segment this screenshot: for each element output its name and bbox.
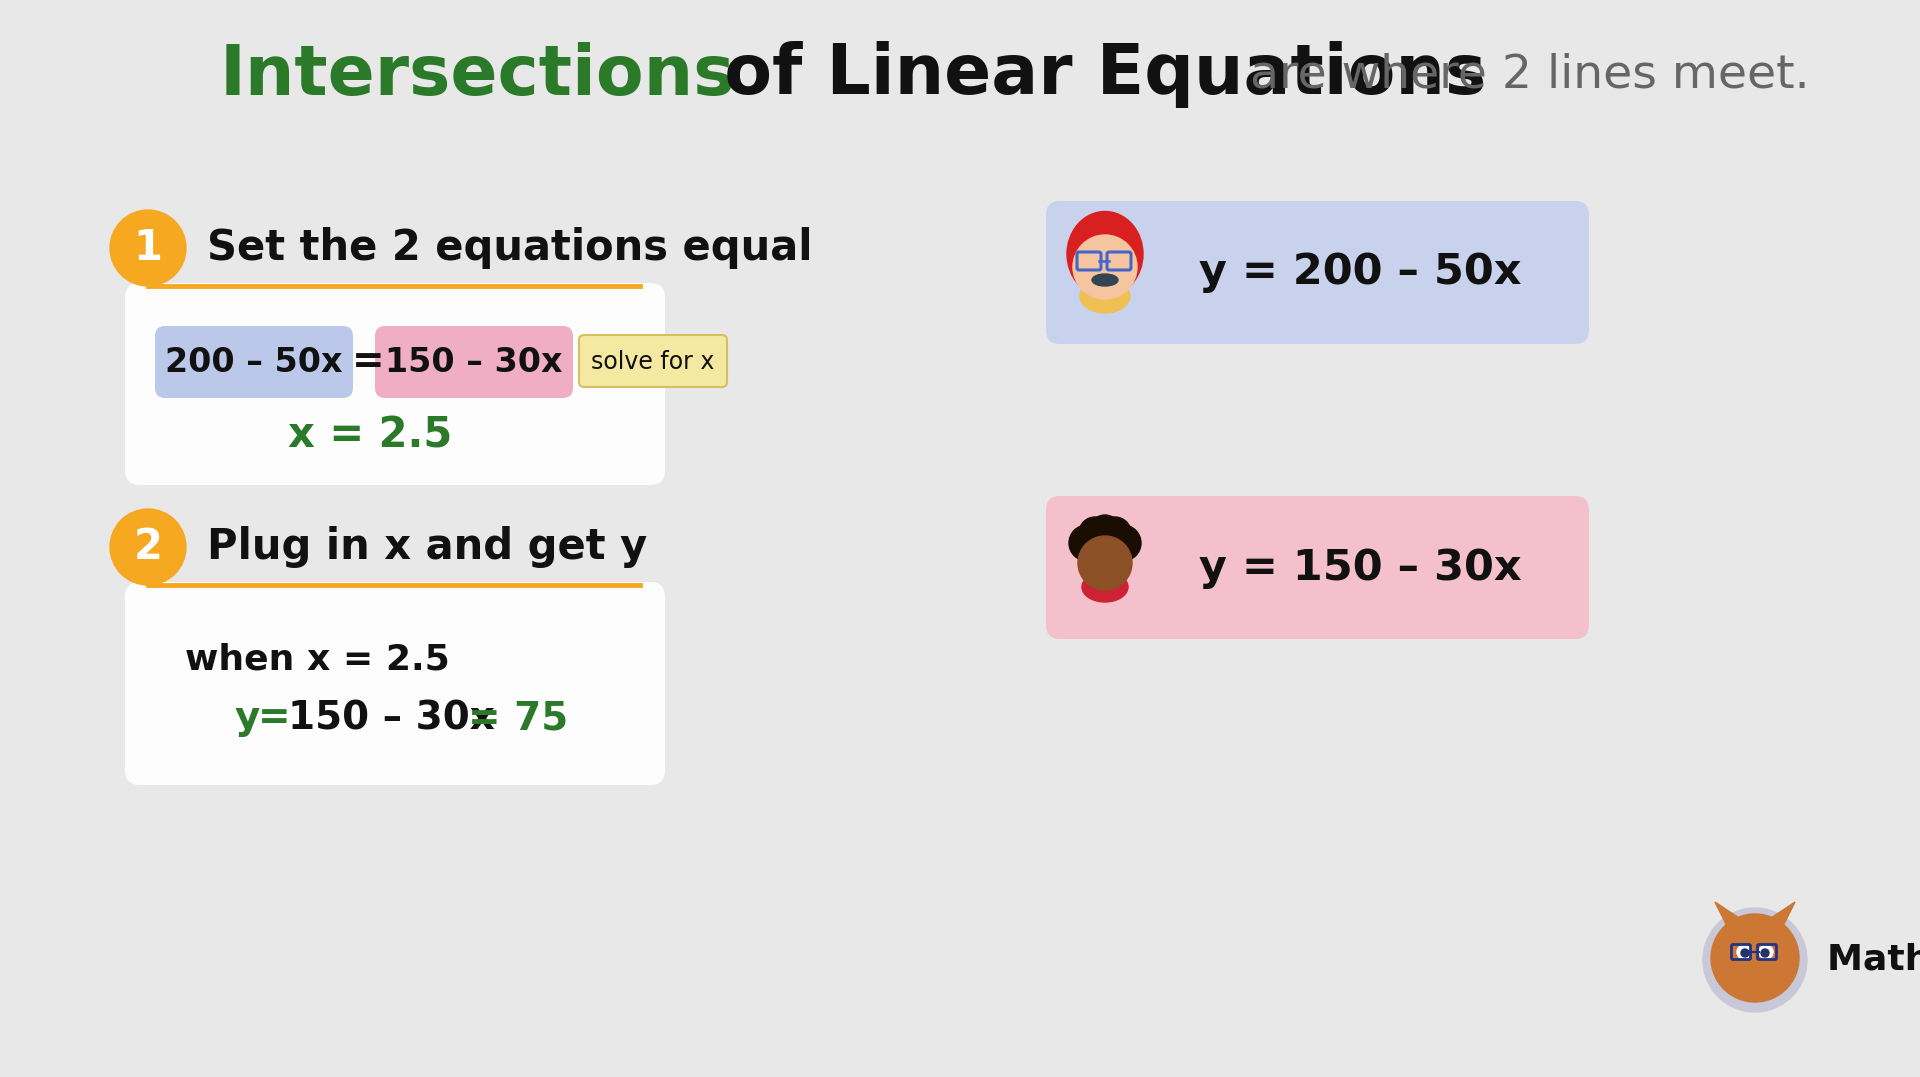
Text: y = 150 – 30x: y = 150 – 30x (1198, 547, 1521, 589)
Circle shape (1738, 945, 1751, 959)
Ellipse shape (1092, 274, 1117, 286)
FancyBboxPatch shape (580, 335, 728, 387)
Text: =: = (351, 342, 384, 381)
Text: =: = (257, 699, 290, 737)
Text: 150 – 30x: 150 – 30x (386, 346, 563, 378)
Text: are where 2 lines meet.: are where 2 lines meet. (1235, 53, 1811, 98)
Text: 200 – 50x: 200 – 50x (165, 346, 344, 378)
Circle shape (1724, 926, 1786, 987)
Text: = 75: = 75 (468, 699, 568, 737)
Circle shape (1711, 914, 1799, 1002)
Circle shape (1098, 517, 1131, 549)
FancyBboxPatch shape (1046, 496, 1590, 639)
Text: of Linear Equations: of Linear Equations (701, 42, 1486, 109)
Text: 2: 2 (134, 526, 163, 568)
Circle shape (1759, 945, 1772, 959)
Circle shape (109, 210, 186, 286)
Text: Plug in x and get y: Plug in x and get y (207, 526, 647, 568)
Text: 1: 1 (134, 227, 163, 269)
Text: when x = 2.5: when x = 2.5 (184, 643, 449, 677)
Circle shape (1079, 517, 1112, 549)
FancyBboxPatch shape (1046, 201, 1590, 344)
Text: 150 – 30x: 150 – 30x (288, 699, 495, 737)
Text: y: y (234, 699, 261, 737)
Ellipse shape (1068, 211, 1142, 296)
Circle shape (1703, 908, 1807, 1012)
Circle shape (1073, 235, 1137, 299)
Text: Maths Angel: Maths Angel (1828, 943, 1920, 977)
Text: Set the 2 equations equal: Set the 2 equations equal (207, 227, 812, 269)
FancyBboxPatch shape (125, 283, 664, 485)
Ellipse shape (1079, 279, 1131, 313)
Circle shape (1079, 519, 1131, 571)
Text: y = 200 – 50x: y = 200 – 50x (1198, 251, 1521, 293)
Circle shape (109, 509, 186, 585)
Circle shape (1069, 524, 1106, 561)
Ellipse shape (1083, 572, 1129, 602)
Text: x = 2.5: x = 2.5 (288, 414, 451, 456)
Circle shape (1077, 536, 1133, 590)
Polygon shape (1715, 903, 1745, 931)
Polygon shape (1764, 903, 1795, 931)
Ellipse shape (1726, 936, 1784, 980)
FancyBboxPatch shape (374, 326, 572, 398)
Circle shape (1106, 524, 1140, 561)
FancyBboxPatch shape (125, 582, 664, 785)
Circle shape (1089, 515, 1121, 547)
FancyBboxPatch shape (156, 326, 353, 398)
Circle shape (1741, 949, 1749, 957)
Text: solve for x: solve for x (591, 350, 714, 374)
Circle shape (1761, 949, 1768, 957)
Text: Intersections: Intersections (221, 42, 735, 109)
